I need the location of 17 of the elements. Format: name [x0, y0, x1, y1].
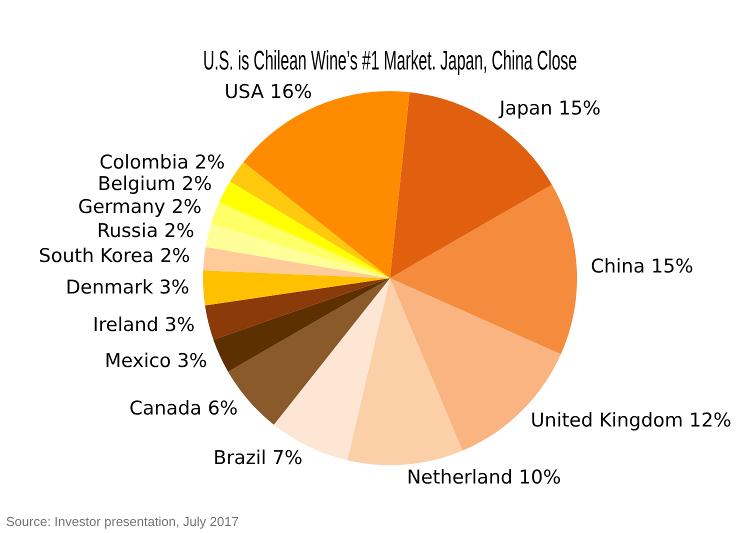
slice-label: USA 16% — [224, 80, 312, 103]
chart-title: U.S. is Chilean Wine’s #1 Market. Japan, China Close — [203, 45, 577, 76]
slice-label: Russia 2% — [97, 220, 194, 242]
source-note: Source: Investor presentation, July 2017 — [6, 514, 239, 529]
slice-label: Colombia 2% — [99, 151, 225, 174]
slice-label: Brazil 7% — [213, 447, 303, 470]
slice-label: Ireland 3% — [92, 314, 195, 336]
slice-label: Germany 2% — [78, 196, 202, 218]
slice-label: Canada 6% — [129, 397, 238, 420]
slice-label: United Kingdom 12% — [530, 410, 732, 432]
slice-label: China 15% — [590, 256, 694, 278]
slice-label: Japan 15% — [498, 98, 601, 120]
slice-label: Belgium 2% — [98, 173, 212, 196]
slice-label: Netherland 10% — [406, 466, 562, 488]
slice-label: South Korea 2% — [38, 245, 190, 268]
slice-label: Mexico 3% — [104, 350, 208, 372]
slice-label: Denmark 3% — [66, 276, 190, 299]
